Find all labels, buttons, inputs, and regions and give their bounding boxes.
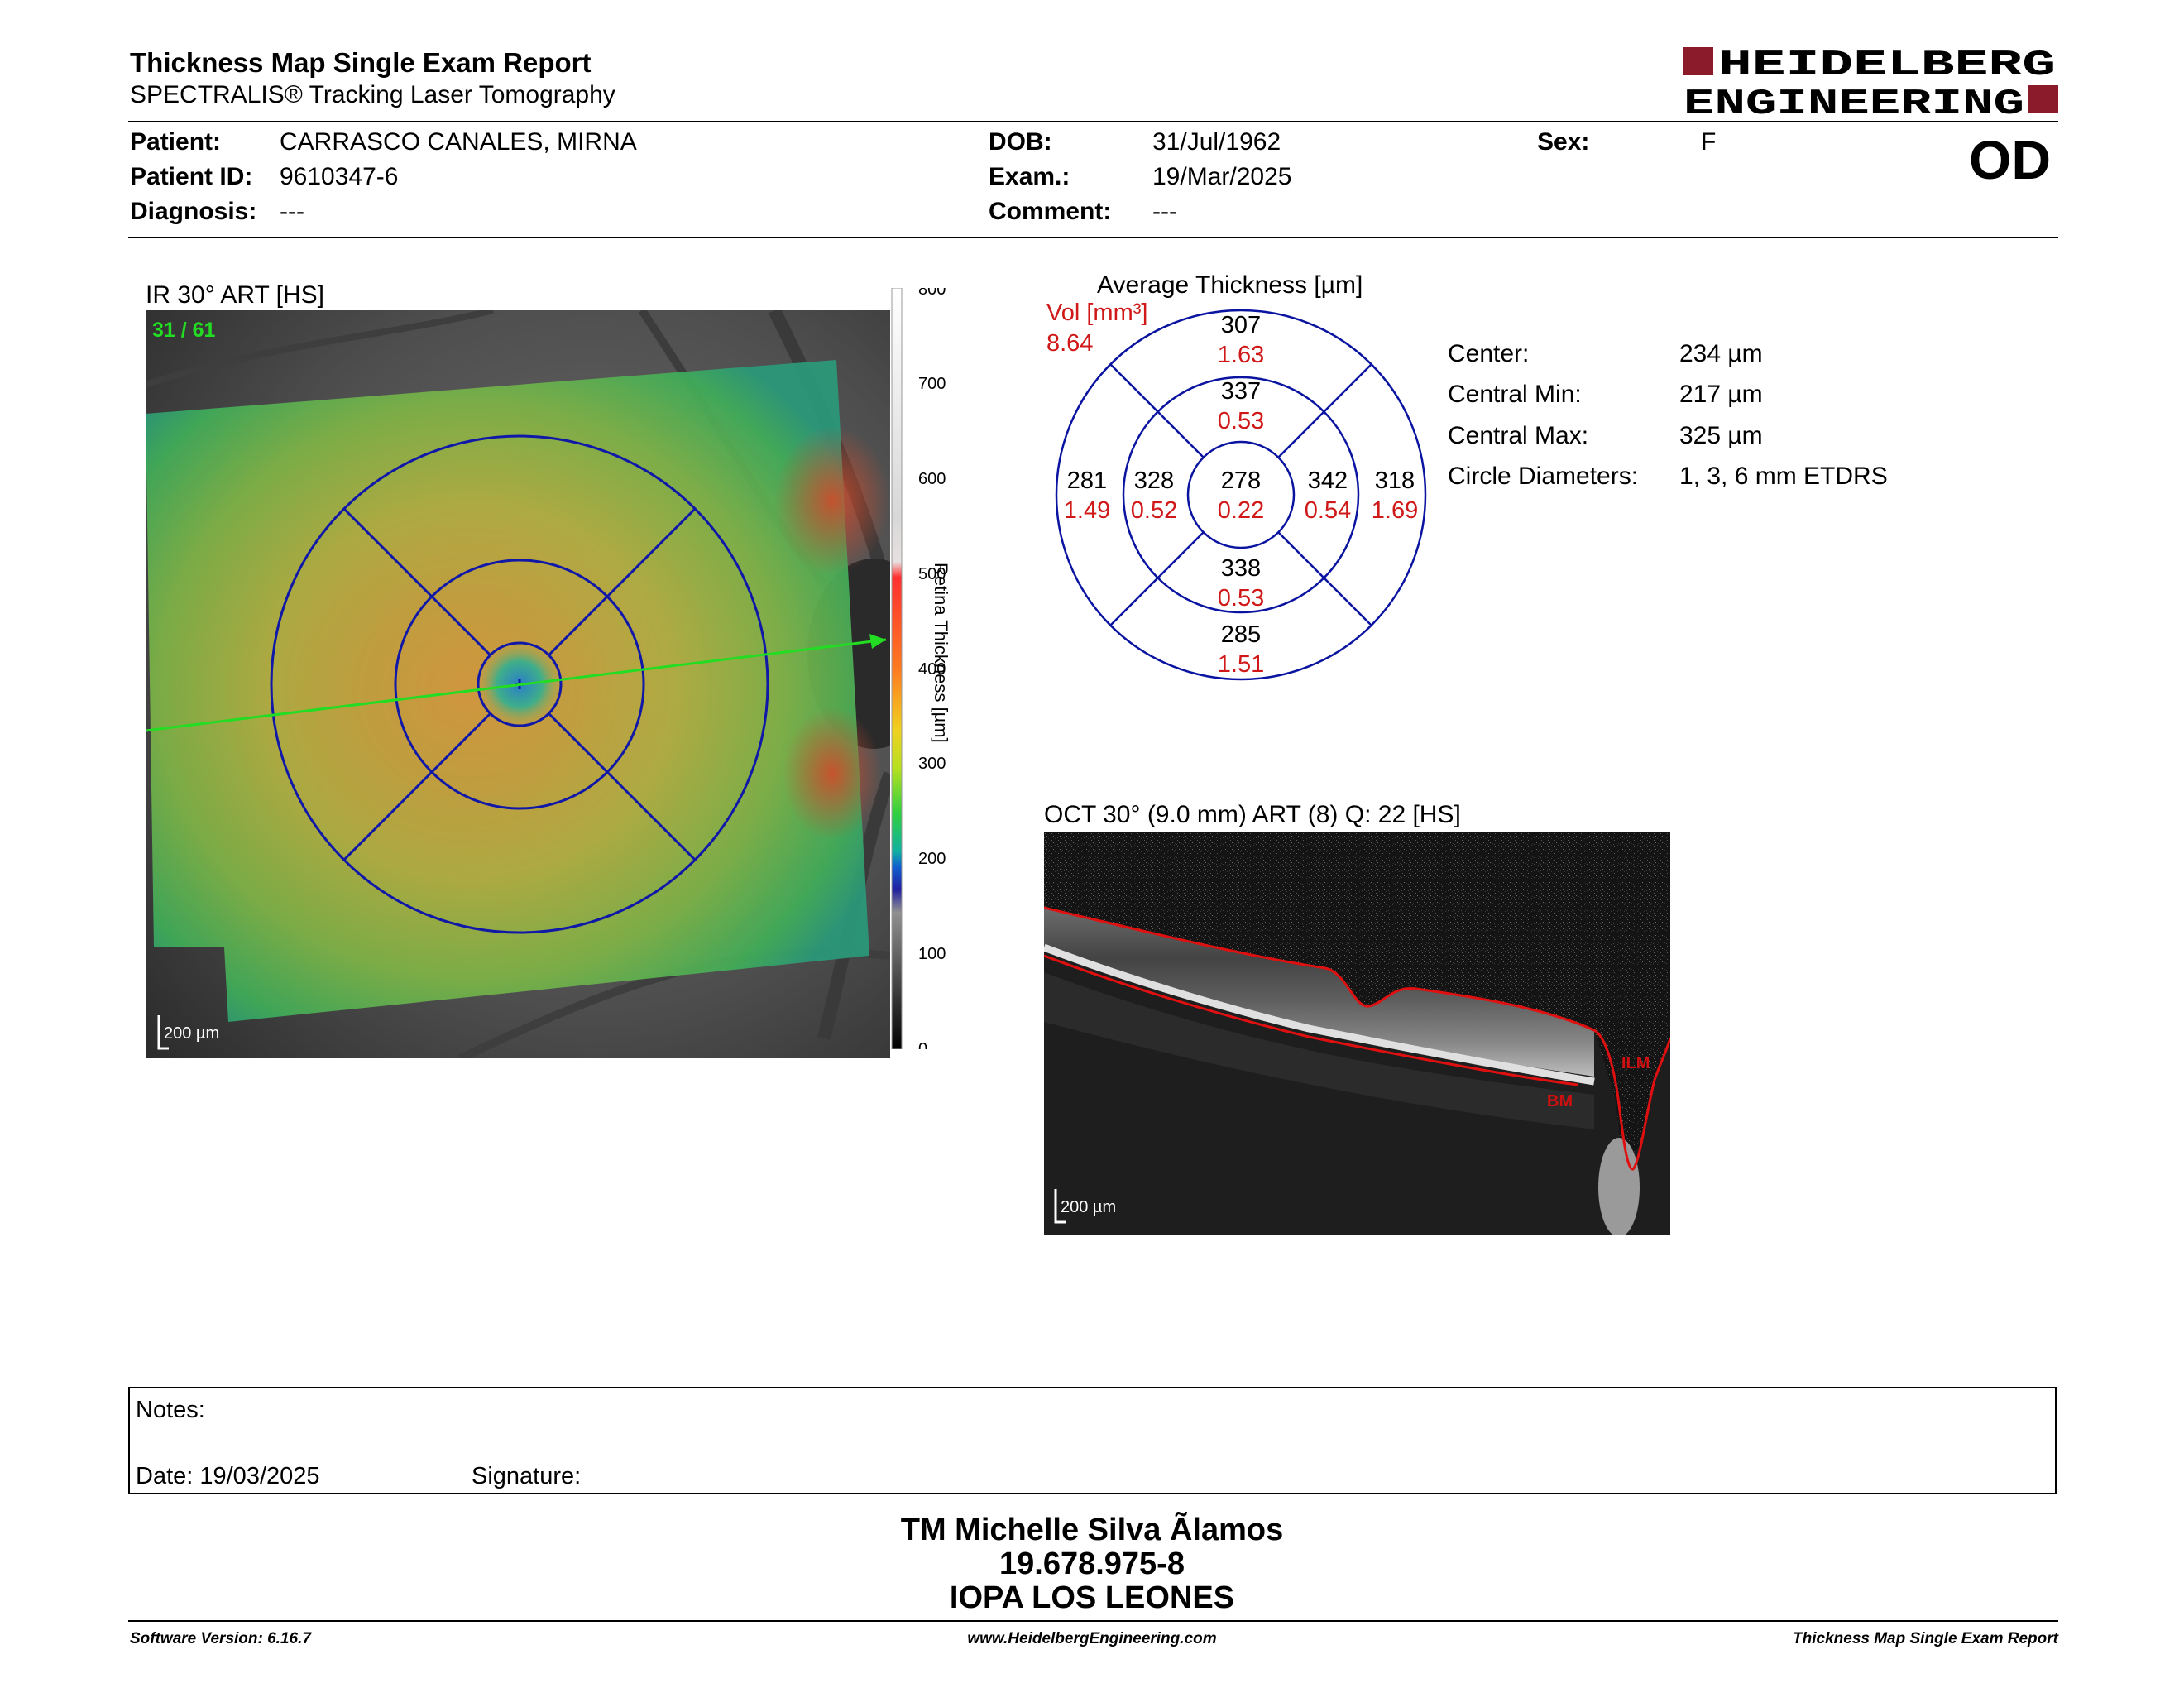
patient-id: 9610347-6 — [280, 163, 399, 190]
heidelberg-logo: HEIDELBERG ENGINEERING — [1684, 47, 2058, 115]
inner-bottom-volume: 0.53 — [1218, 585, 1264, 611]
inner-left-thickness: 328 — [1134, 468, 1174, 494]
bm-label: BM — [1547, 1092, 1573, 1110]
report-subtitle: SPECTRALIS® Tracking Laser Tomography — [130, 81, 615, 108]
footer-report-name: Thickness Map Single Exam Report — [1793, 1630, 2058, 1647]
technician-rut: 19.678.975-8 — [999, 1547, 1185, 1581]
ir-scale-label: 200 µm — [164, 1024, 219, 1043]
inner-top-thickness: 337 — [1221, 378, 1261, 405]
stat-central-min-value: 217 µm — [1679, 381, 1763, 408]
ilm-label: ILM — [1621, 1054, 1650, 1072]
colorbar-tick-100: 100 — [918, 945, 946, 963]
diagnosis-label: Diagnosis: — [130, 198, 257, 225]
outer-left-thickness: 281 — [1067, 468, 1107, 494]
colorbar-tick-600: 600 — [918, 470, 946, 488]
center-thickness: 278 — [1221, 468, 1261, 494]
signature-label: Signature: — [472, 1463, 582, 1489]
colorbar-tick-800: 800 — [918, 288, 946, 299]
patient-name: CARRASCO CANALES, MIRNA — [280, 128, 637, 156]
info-divider — [128, 237, 2058, 238]
institution-name: IOPA LOS LEONES — [949, 1580, 1235, 1615]
inner-right-volume: 0.54 — [1305, 497, 1351, 524]
volume-label: Vol [mm³] — [1046, 300, 1148, 326]
outer-bottom-thickness: 285 — [1221, 621, 1261, 648]
inner-bottom-thickness: 338 — [1221, 555, 1261, 582]
outer-top-thickness: 307 — [1221, 312, 1261, 338]
stat-central-min-label: Central Min: — [1448, 381, 1582, 408]
sex-value: F — [1701, 128, 1717, 156]
report-title: Thickness Map Single Exam Report — [130, 47, 592, 78]
diagnosis-value: --- — [280, 198, 304, 225]
logo-line2: ENGINEERING — [1684, 84, 2024, 115]
colorbar-tick-0: 0 — [918, 1040, 927, 1049]
eye-label: OD — [1969, 129, 2051, 190]
inner-top-volume: 0.53 — [1218, 408, 1264, 434]
exam-value: 19/Mar/2025 — [1152, 163, 1292, 190]
inner-right-thickness: 342 — [1308, 468, 1348, 494]
dob-value: 31/Jul/1962 — [1152, 128, 1281, 156]
average-thickness-title: Average Thickness [µm] — [1097, 271, 1363, 299]
software-version: Software Version: 6.16.7 — [130, 1630, 311, 1647]
comment-value: --- — [1152, 198, 1177, 225]
stat-center-label: Center: — [1448, 340, 1530, 367]
outer-bottom-volume: 1.51 — [1218, 651, 1264, 678]
exam-label: Exam.: — [989, 163, 1070, 190]
header-divider — [128, 121, 2058, 122]
colorbar-tick-200: 200 — [918, 850, 946, 868]
logo-line1: HEIDELBERG — [1718, 47, 2056, 86]
dob-label: DOB: — [989, 128, 1052, 156]
ir-image-title: IR 30° ART [HS] — [146, 281, 324, 309]
date-text: Date: 19/03/2025 — [136, 1463, 320, 1489]
footer-divider — [128, 1620, 2058, 1622]
stat-circle-diameters-label: Circle Diameters: — [1448, 463, 1639, 490]
center-volume: 0.22 — [1218, 497, 1264, 524]
outer-right-thickness: 318 — [1375, 468, 1415, 494]
outer-left-volume: 1.49 — [1064, 497, 1110, 524]
etdrs-grid-chart: 307 1.63 337 0.53 281 1.49 328 0.52 278 … — [1055, 309, 1427, 681]
colorbar-label: Retina Thickness [µm] — [931, 563, 951, 743]
notes-label: Notes: — [136, 1397, 205, 1423]
thickness-colorbar: 800 700 600 500 400 300 200 100 0 — [891, 288, 946, 1049]
colorbar-tick-700: 700 — [918, 375, 946, 393]
outer-top-volume: 1.63 — [1218, 342, 1264, 368]
stat-circle-diameters-value: 1, 3, 6 mm ETDRS — [1679, 463, 1888, 490]
ir-thickness-map-image: 31 / 61 200 µm — [146, 310, 890, 1058]
technician-name: TM Michelle Silva Ãlamos — [900, 1513, 1284, 1547]
patient-id-label: Patient ID: — [130, 163, 253, 190]
volume-total: 8.64 — [1046, 330, 1094, 357]
inner-left-volume: 0.52 — [1131, 497, 1177, 524]
stat-central-max-value: 325 µm — [1679, 422, 1763, 449]
colorbar-tick-500: 500 — [918, 565, 946, 583]
website-link[interactable]: www.HeidelbergEngineering.com — [967, 1630, 1217, 1647]
frame-counter: 31 / 61 — [152, 319, 216, 342]
sex-label: Sex: — [1537, 128, 1590, 156]
colorbar-tick-300: 300 — [918, 755, 946, 773]
stat-center-value: 234 µm — [1679, 340, 1763, 367]
oct-bscan-image: ILM BM 200 µm — [1044, 832, 1670, 1235]
oct-scale-label: 200 µm — [1061, 1198, 1116, 1216]
oct-image-title: OCT 30° (9.0 mm) ART (8) Q: 22 [HS] — [1044, 801, 1461, 828]
comment-label: Comment: — [989, 198, 1112, 225]
stat-central-max-label: Central Max: — [1448, 422, 1589, 449]
patient-label: Patient: — [130, 128, 222, 156]
notes-box — [128, 1387, 2057, 1494]
colorbar-tick-400: 400 — [918, 660, 946, 679]
outer-right-volume: 1.69 — [1372, 497, 1418, 524]
